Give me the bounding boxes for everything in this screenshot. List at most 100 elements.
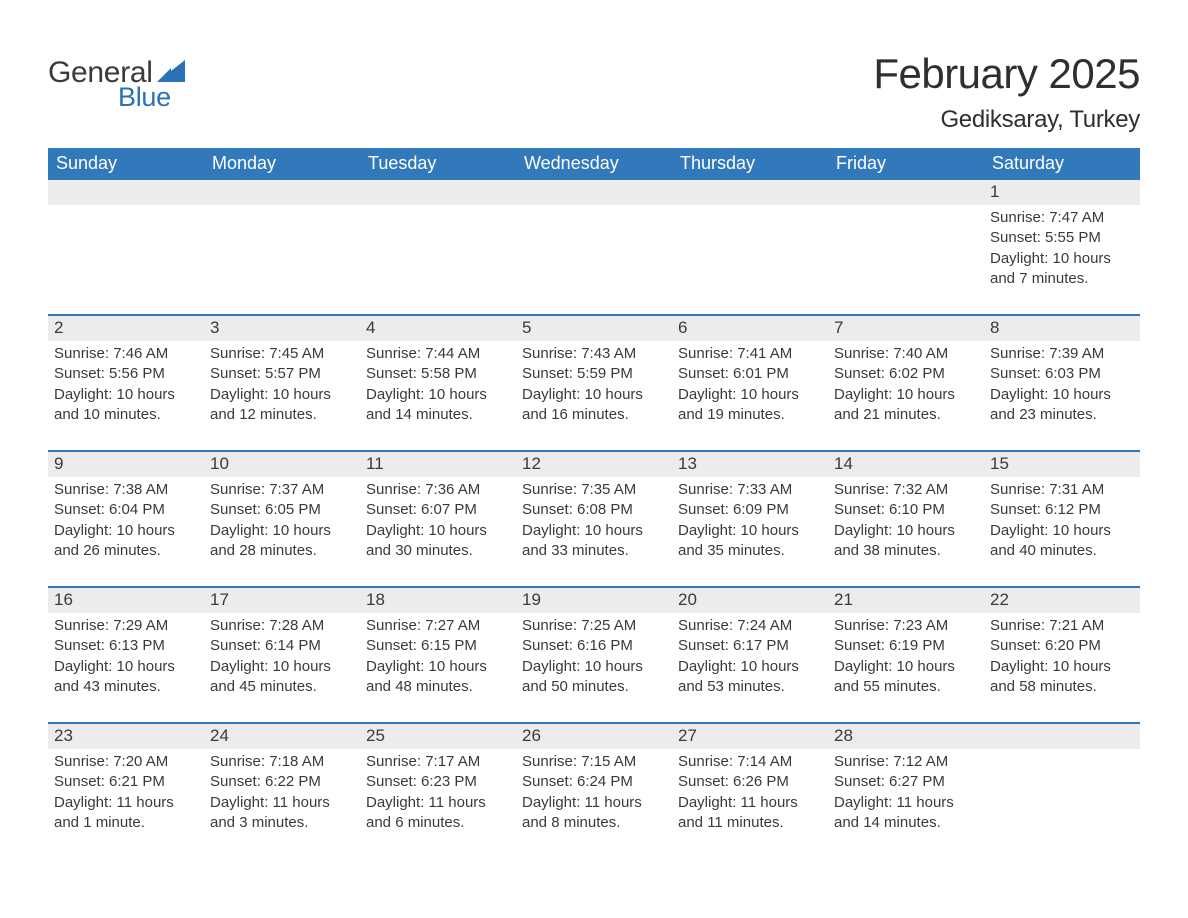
day-number: 8 — [984, 316, 1140, 341]
sunset-label: Sunset: — [366, 773, 421, 790]
daylight: Daylight: 10 hours and 16 minutes. — [522, 385, 666, 426]
sunset: Sunset: 6:05 PM — [210, 500, 354, 520]
day-cell: 22Sunrise: 7:21 AMSunset: 6:20 PMDayligh… — [984, 588, 1140, 723]
sunrise-value: 7:17 AM — [425, 753, 480, 770]
calendar-head: SundayMondayTuesdayWednesdayThursdayFrid… — [48, 148, 1140, 180]
daylight: Daylight: 10 hours and 26 minutes. — [54, 521, 198, 562]
weekday-header: Monday — [204, 148, 360, 180]
day-details: Sunrise: 7:47 AM Sunset: 5:55 PMDaylight:… — [984, 205, 1140, 295]
day-cell: 10Sunrise: 7:37 AMSunset: 6:05 PMDayligh… — [204, 452, 360, 587]
day-details: Sunrise: 7:43 AMSunset: 5:59 PMDaylight:… — [516, 341, 672, 431]
day-cell: 25Sunrise: 7:17 AMSunset: 6:23 PMDayligh… — [360, 724, 516, 859]
sunset-value: 6:22 PM — [265, 773, 321, 790]
day-cell: 1Sunrise: 7:47 AMSunset: 5:55 PMDaylight… — [984, 180, 1140, 315]
sunrise: Sunrise: 7:20 AM — [54, 752, 198, 772]
daylight: Daylight: 10 hours and 7 minutes. — [990, 249, 1134, 290]
sunset-label: Sunset: — [990, 637, 1045, 654]
day-number: 25 — [360, 724, 516, 749]
weekday-row: SundayMondayTuesdayWednesdayThursdayFrid… — [48, 148, 1140, 180]
daylight: Daylight: 11 hours and 14 minutes. — [834, 793, 978, 834]
day-number — [516, 180, 672, 205]
sunset-label: Sunset: — [834, 773, 889, 790]
sunrise: Sunrise: 7:45 AM — [210, 344, 354, 364]
sunrise: Sunrise: 7:35 AM — [522, 480, 666, 500]
weekday-header: Tuesday — [360, 148, 516, 180]
sunrise-value: 7:45 AM — [269, 345, 324, 362]
daylight-label: Daylight: — [990, 386, 1053, 403]
sunrise-label: Sunrise: — [678, 345, 737, 362]
daylight: Daylight: 10 hours and 48 minutes. — [366, 657, 510, 698]
sunset: Sunset: 6:04 PM — [54, 500, 198, 520]
sunrise-value: 7:47 AM — [1049, 209, 1104, 226]
daylight: Daylight: 10 hours and 43 minutes. — [54, 657, 198, 698]
sunset: Sunset: 5:58 PM — [366, 364, 510, 384]
sunset-label: Sunset: — [366, 365, 421, 382]
daylight-label: Daylight: — [366, 522, 429, 539]
day-details: Sunrise: 7:40 AMSunset: 6:02 PMDaylight:… — [828, 341, 984, 431]
sunset-value: 6:21 PM — [109, 773, 165, 790]
week-row: 1Sunrise: 7:47 AMSunset: 5:55 PMDaylight… — [48, 180, 1140, 315]
daylight-label: Daylight: — [990, 522, 1053, 539]
sunrise-label: Sunrise: — [522, 753, 581, 770]
sunset-label: Sunset: — [54, 365, 109, 382]
sunset: Sunset: 5:56 PM — [54, 364, 198, 384]
day-number: 15 — [984, 452, 1140, 477]
sunrise-label: Sunrise: — [366, 617, 425, 634]
day-cell: 19Sunrise: 7:25 AMSunset: 6:16 PMDayligh… — [516, 588, 672, 723]
sunrise: Sunrise: 7:21 AM — [990, 616, 1134, 636]
week-row: 16Sunrise: 7:29 AMSunset: 6:13 PMDayligh… — [48, 588, 1140, 723]
month-title: February 2025 — [873, 50, 1140, 98]
sunrise-label: Sunrise: — [366, 481, 425, 498]
daylight-label: Daylight: — [210, 386, 273, 403]
sunset: Sunset: 6:15 PM — [366, 636, 510, 656]
sunrise-label: Sunrise: — [678, 617, 737, 634]
day-cell — [984, 724, 1140, 859]
day-details: Sunrise: 7:12 AMSunset: 6:27 PMDaylight:… — [828, 749, 984, 839]
daylight: Daylight: 11 hours and 3 minutes. — [210, 793, 354, 834]
daylight-label: Daylight: — [834, 522, 897, 539]
sunset-value: 6:05 PM — [265, 501, 321, 518]
weekday-header: Friday — [828, 148, 984, 180]
sunrise-label: Sunrise: — [834, 481, 893, 498]
sunset-label: Sunset: — [834, 365, 889, 382]
day-details: Sunrise: 7:36 AMSunset: 6:07 PMDaylight:… — [360, 477, 516, 567]
sunset-label: Sunset: — [522, 501, 577, 518]
daylight-label: Daylight: — [210, 522, 273, 539]
sunrise: Sunrise: 7:32 AM — [834, 480, 978, 500]
day-cell: 6Sunrise: 7:41 AMSunset: 6:01 PMDaylight… — [672, 316, 828, 451]
sunrise: Sunrise: 7:43 AM — [522, 344, 666, 364]
sunrise: Sunrise: 7:29 AM — [54, 616, 198, 636]
daylight-label: Daylight: — [522, 386, 585, 403]
week-row: 2Sunrise: 7:46 AMSunset: 5:56 PMDaylight… — [48, 316, 1140, 451]
sunrise-label: Sunrise: — [834, 345, 893, 362]
daylight-label: Daylight: — [366, 386, 429, 403]
day-number — [204, 180, 360, 205]
weekday-header: Sunday — [48, 148, 204, 180]
sunset-label: Sunset: — [678, 501, 733, 518]
sunrise-label: Sunrise: — [990, 209, 1049, 226]
daylight: Daylight: 10 hours and 53 minutes. — [678, 657, 822, 698]
sunrise-value: 7:24 AM — [737, 617, 792, 634]
sunset: Sunset: 6:12 PM — [990, 500, 1134, 520]
sunrise-label: Sunrise: — [522, 617, 581, 634]
day-details: Sunrise: 7:46 AMSunset: 5:56 PMDaylight:… — [48, 341, 204, 431]
day-number: 12 — [516, 452, 672, 477]
sunset: Sunset: 6:10 PM — [834, 500, 978, 520]
sunset-value: 6:12 PM — [1045, 501, 1101, 518]
sunset-label: Sunset: — [678, 637, 733, 654]
sunrise: Sunrise: 7:36 AM — [366, 480, 510, 500]
sunset: Sunset: 6:08 PM — [522, 500, 666, 520]
day-details: Sunrise: 7:39 AMSunset: 6:03 PMDaylight:… — [984, 341, 1140, 431]
day-number: 22 — [984, 588, 1140, 613]
day-number: 7 — [828, 316, 984, 341]
sunset-value: 6:19 PM — [889, 637, 945, 654]
sunset: Sunset: 5:55 PM — [990, 228, 1134, 248]
day-number: 17 — [204, 588, 360, 613]
weekday-header: Wednesday — [516, 148, 672, 180]
logo: General Blue — [48, 50, 185, 113]
title-block: February 2025 Gediksaray, Turkey — [873, 50, 1140, 134]
daylight-label: Daylight: — [54, 386, 117, 403]
day-details: Sunrise: 7:27 AMSunset: 6:15 PMDaylight:… — [360, 613, 516, 703]
sunrise-label: Sunrise: — [834, 617, 893, 634]
day-number: 6 — [672, 316, 828, 341]
